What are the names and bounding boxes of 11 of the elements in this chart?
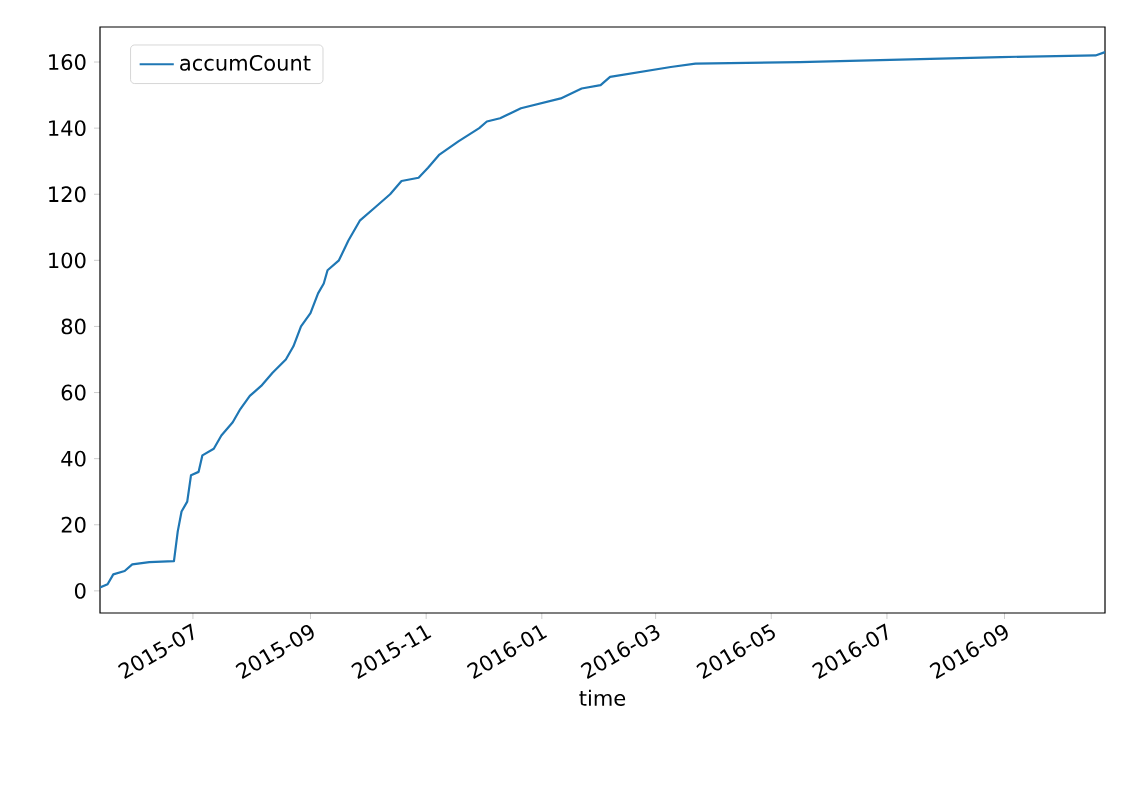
y-tick-label: 160: [49, 54, 86, 70]
y-tick-label: 80: [61, 318, 86, 335]
y-tick-label: 40: [61, 450, 86, 467]
y-tick-label: 140: [49, 120, 86, 137]
y-tick-label: 120: [49, 186, 86, 203]
x-axis-title: time: [579, 689, 626, 706]
y-tick-label: 20: [61, 516, 86, 533]
y-tick-label: 60: [61, 384, 86, 401]
legend-label: accumCount: [180, 54, 311, 71]
y-tick-label: 100: [49, 252, 86, 269]
y-tick-label: 0: [74, 582, 86, 599]
